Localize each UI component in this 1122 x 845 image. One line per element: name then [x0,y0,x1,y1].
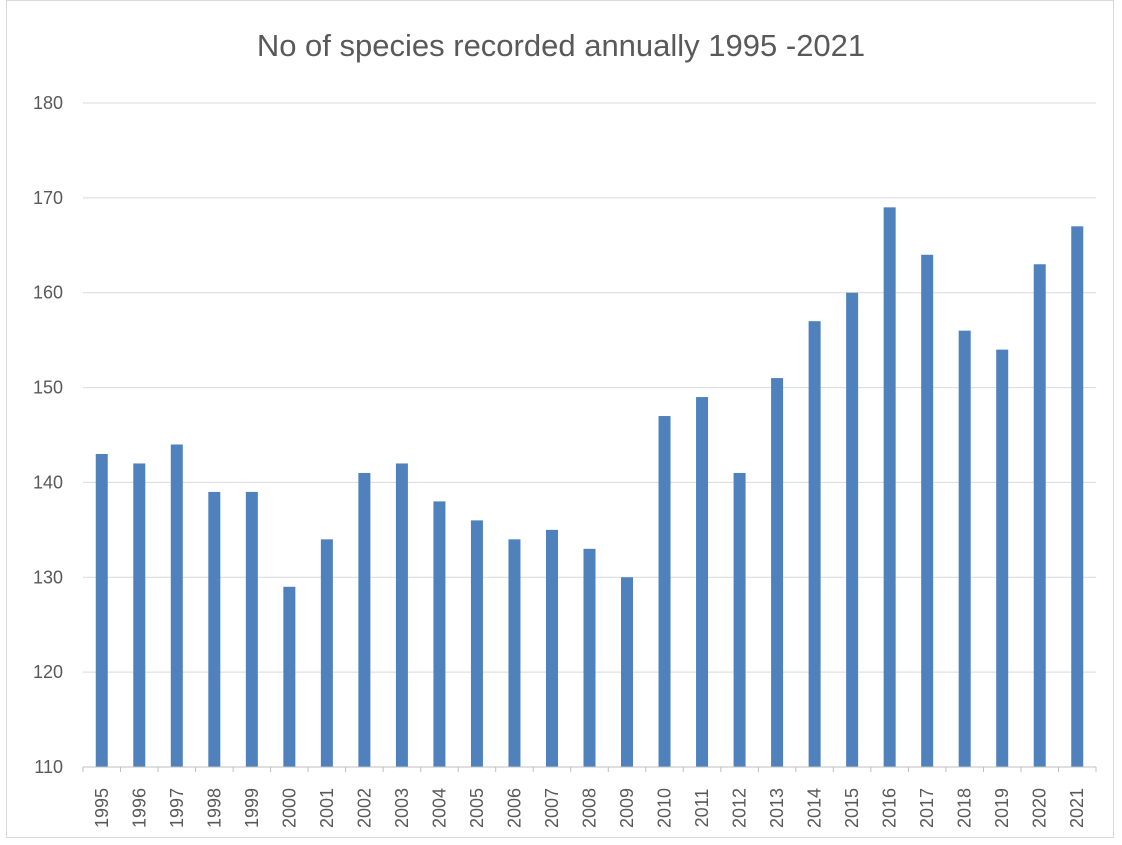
x-tick-label: 2006 [504,788,524,828]
bar-2011 [696,397,709,767]
x-tick-label: 2000 [279,788,299,828]
bar-2009 [621,577,634,767]
bar-1995 [95,453,108,767]
x-tick-label: 2014 [805,788,825,828]
x-tick-label: 2005 [467,788,487,828]
bar-2021 [1071,226,1084,768]
bar-1997 [170,444,183,767]
y-tick-label: 150 [33,378,63,398]
x-tick-label: 2017 [917,788,937,828]
bar-2008 [583,548,596,767]
bar-2015 [846,292,859,767]
bar-2005 [470,520,483,767]
x-tick-label: 2012 [730,788,750,828]
x-tick-label: 2004 [429,788,449,828]
y-tick-label: 140 [33,472,63,492]
bar-1999 [245,491,258,767]
bar-2010 [658,416,671,767]
x-tick-label: 2019 [992,788,1012,828]
bars [95,207,1084,768]
y-tick-label: 130 [33,567,63,587]
bar-2006 [508,539,521,767]
bar-1996 [133,463,146,767]
x-tick-label: 2018 [955,788,975,828]
x-tick-label: 2007 [542,788,562,828]
y-tick-labels: 110 120 130 140 150 160 170 180 [33,93,63,777]
bar-2003 [395,463,408,767]
x-tick-label: 2011 [692,789,712,828]
x-tick-label: 1996 [129,788,149,828]
x-tick-label: 2001 [317,788,337,828]
x-tick-label: 2015 [842,788,862,828]
x-tick-label: 2002 [354,788,374,828]
bar-2017 [921,254,934,767]
bar-2001 [320,539,333,767]
bar-2000 [283,586,296,767]
x-tick-label: 2013 [767,788,787,828]
x-tick-label: 2020 [1030,788,1050,828]
bar-1998 [208,491,221,767]
y-tick-label: 120 [33,662,63,682]
x-tick-label: 1997 [167,788,187,828]
x-tick-label: 1999 [242,788,262,828]
axes [82,766,1097,772]
bar-2019 [996,349,1009,767]
bar-2013 [771,378,784,767]
y-tick-label: 160 [33,283,63,303]
x-tick-label: 2016 [880,788,900,828]
bar-2016 [883,207,896,768]
chart-title: No of species recorded annually 1995 -20… [256,28,866,63]
bar-2014 [808,321,821,767]
y-tick-label: 180 [33,93,63,113]
y-tick-label: 110 [34,757,63,777]
x-tick-label: 2021 [1067,788,1087,828]
bar-2018 [958,330,971,767]
bar-2004 [433,501,446,767]
x-tick-label: 1995 [92,788,112,828]
bar-2020 [1033,264,1046,767]
x-tick-label: 1998 [204,788,224,828]
x-tick-label: 2009 [617,788,637,828]
y-tick-label: 170 [33,188,63,208]
bar-2012 [733,472,746,767]
bar-2002 [358,472,371,767]
x-tick-label: 2003 [392,788,412,828]
bar-2007 [545,529,558,767]
x-tick-label: 2010 [655,788,675,828]
x-tick-label: 2008 [580,788,600,828]
x-tick-labels: 1995 1996 1997 1998 1999 2000 2001 2002 2003 2004… [92,788,1087,828]
